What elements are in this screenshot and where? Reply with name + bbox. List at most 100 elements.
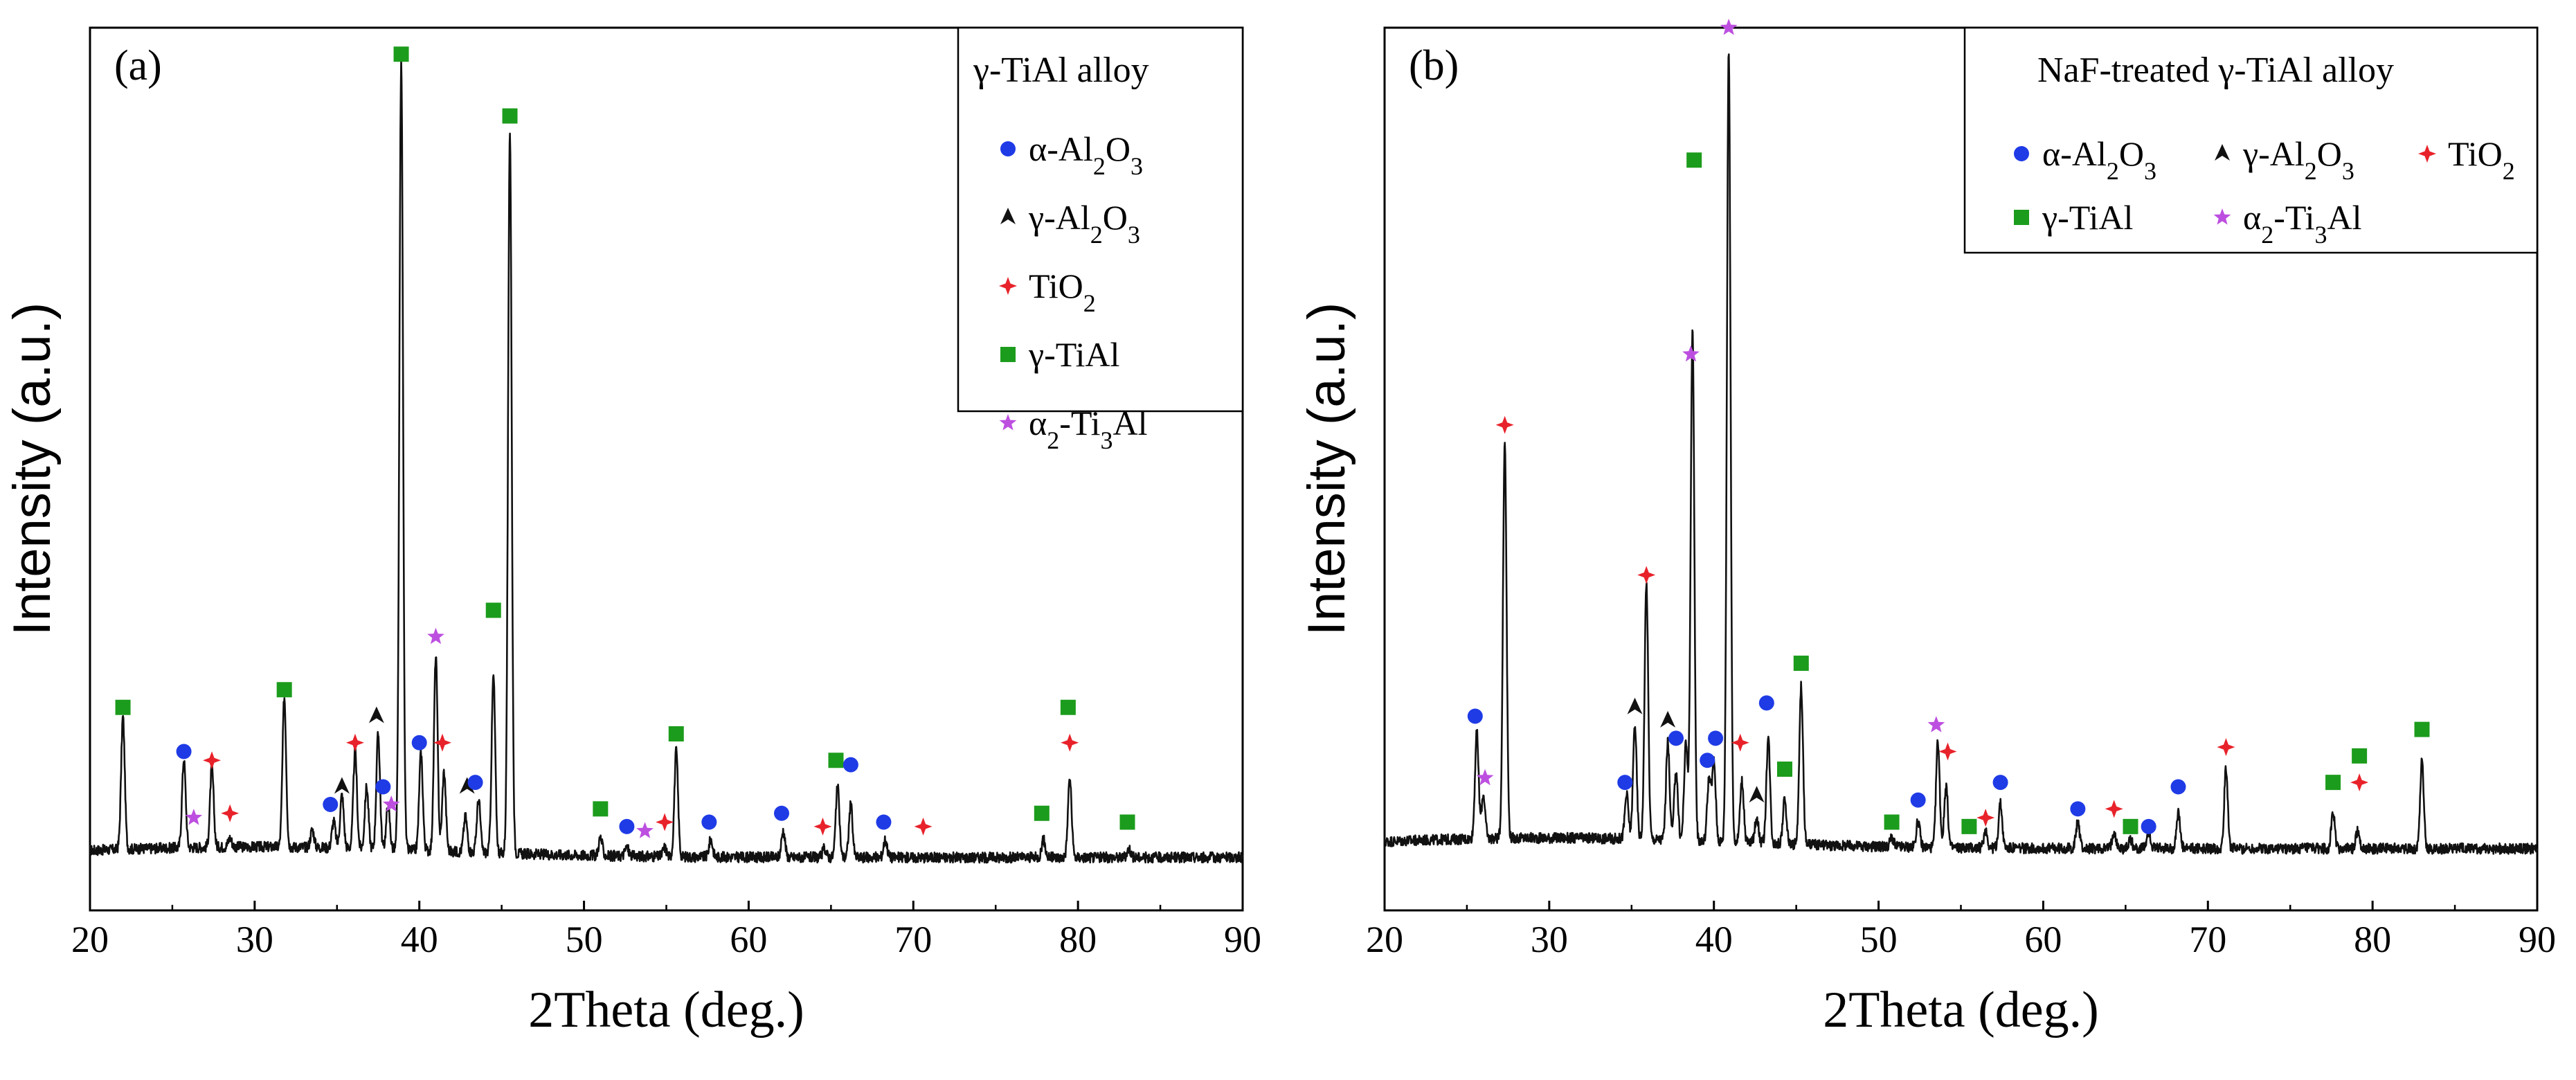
x-tick-label: 80 <box>1059 919 1097 960</box>
peak-marker-circle <box>1467 708 1483 724</box>
x-axis-label: 2Theta (deg.) <box>528 982 804 1038</box>
legend-label: α2-Ti3Al <box>2243 198 2362 249</box>
peak-marker-star <box>636 822 654 838</box>
peak-marker-circle <box>2170 779 2186 795</box>
legend-caret-icon <box>1000 208 1016 224</box>
legend-label: TiO2 <box>1029 267 1096 317</box>
peak-marker-star <box>382 795 400 812</box>
peak-marker-caret <box>368 706 384 723</box>
peak-marker-circle <box>843 757 858 773</box>
x-tick-label: 30 <box>1531 919 1568 960</box>
legend-sparkle-icon <box>2418 145 2436 163</box>
peak-marker-circle <box>1708 730 1724 746</box>
x-tick-label: 50 <box>1860 919 1898 960</box>
peak-marker-sparkle <box>2105 800 2123 818</box>
peak-marker-sparkle <box>2217 738 2235 757</box>
legend-label: γ-Al2O3 <box>1028 198 1140 249</box>
peak-marker-sparkle <box>2350 773 2369 792</box>
panel-a: 20 30 40 50 60 70 80 90 2Theta (deg.) Intensity (… <box>3 26 1261 1038</box>
legend-star-icon <box>2213 208 2231 225</box>
legend-title: γ-TiAl alloy <box>973 51 1149 90</box>
peak-marker-square <box>1961 818 1977 834</box>
peak-marker-caret <box>1749 786 1765 803</box>
x-tick-label: 80 <box>2354 919 2391 960</box>
peak-marker-sparkle <box>1731 733 1749 752</box>
peak-marker-caret <box>1627 697 1643 714</box>
legend-label: α2-Ti3Al <box>1029 404 1148 454</box>
peak-marker-square <box>593 801 609 817</box>
legend-circle-icon <box>1000 141 1016 156</box>
peak-marker-square <box>668 726 684 741</box>
peak-marker-sparkle <box>914 817 933 836</box>
peak-marker-circle <box>1668 730 1684 746</box>
x-tick-label: 90 <box>1224 919 1261 960</box>
peak-marker-star <box>1476 768 1494 786</box>
peak-marker-sparkle <box>221 804 240 822</box>
peak-marker-circle <box>876 814 892 830</box>
peak-marker-sparkle <box>656 813 674 831</box>
peak-marker-square <box>276 682 292 698</box>
peak-marker-sparkle <box>1061 733 1079 752</box>
peak-marker-square <box>1793 656 1809 671</box>
peak-marker-square <box>115 699 131 715</box>
peak-marker-square <box>1034 805 1050 821</box>
legend-square-icon <box>1000 347 1016 362</box>
peak-marker-sparkle <box>1495 415 1514 434</box>
peak-marker-circle <box>375 779 391 795</box>
legend-label: γ-Al2O3 <box>2242 134 2354 185</box>
peak-marker-circle <box>1758 695 1774 711</box>
y-axis-label: Intensity (a.u.) <box>3 303 62 636</box>
peak-marker-circle <box>1700 753 1715 768</box>
legend-label: γ-TiAl <box>2042 198 2133 237</box>
peak-marker-sparkle <box>433 733 452 752</box>
x-tick-label: 70 <box>894 919 932 960</box>
peak-marker-sparkle <box>1938 742 1957 761</box>
peak-marker-circle <box>411 735 427 750</box>
legend: γ-TiAl alloy α-Al2O3 γ-Al2O3 TiO2 γ-TiAl α2-T… <box>957 26 1244 454</box>
peak-marker-sparkle <box>1976 809 1995 827</box>
peak-marker-circle <box>1910 792 1926 808</box>
peak-marker-circle <box>2141 818 2156 834</box>
peak-marker-star <box>1927 716 1945 732</box>
legend-label: γ-TiAl <box>1028 335 1119 374</box>
x-tick-label: 60 <box>2024 919 2062 960</box>
legend-caret-icon <box>2215 144 2230 161</box>
x-axis-label: 2Theta (deg.) <box>1823 982 2099 1038</box>
peak-marker-sparkle <box>203 751 222 770</box>
peak-marker-sparkle <box>1637 566 1656 584</box>
x-tick-label: 50 <box>566 919 603 960</box>
xrd-trace <box>1383 53 2539 855</box>
legend-label: α-Al2O3 <box>1029 129 1143 180</box>
peak-marker-star <box>185 809 203 825</box>
x-tick-label: 70 <box>2189 919 2226 960</box>
peak-marker-circle <box>774 805 789 821</box>
x-tick-label: 20 <box>1366 919 1403 960</box>
legend-star-icon <box>999 414 1017 431</box>
peak-marker-caret <box>459 777 475 794</box>
x-tick-label: 40 <box>1695 919 1733 960</box>
peak-marker-caret <box>1660 710 1676 728</box>
peak-marker-square <box>1686 152 1702 168</box>
peak-marker-sparkle <box>345 733 364 752</box>
legend-title: NaF-treated γ-TiAl alloy <box>2037 51 2394 90</box>
xrd-trace <box>89 58 1244 864</box>
panel-label: (a) <box>114 42 162 89</box>
peak-marker-square <box>2414 721 2430 737</box>
legend-label: α-Al2O3 <box>2042 134 2156 185</box>
peak-marker-star <box>1682 345 1700 362</box>
x-tick-label: 20 <box>71 919 109 960</box>
legend-sparkle-icon <box>999 277 1017 295</box>
peak-marker-star <box>427 627 444 645</box>
peak-marker-square <box>502 108 518 124</box>
x-tick-label: 90 <box>2519 919 2556 960</box>
peak-marker-circle <box>1617 775 1633 791</box>
legend-label: TiO2 <box>2448 134 2515 185</box>
peak-marker-sparkle <box>813 817 832 836</box>
peak-marker-square <box>393 46 409 62</box>
peak-marker-star <box>1720 19 1738 35</box>
panel-b: 20 30 40 50 60 70 80 90 2Theta (deg.) Intensity (… <box>1297 19 2556 1038</box>
legend-box <box>1963 26 2539 254</box>
legend: NaF-treated γ-TiAl alloy α-Al2O3 γ-Al2O3 Ti… <box>1963 26 2539 254</box>
peak-marker-circle <box>619 818 635 834</box>
x-tick-label: 60 <box>730 919 767 960</box>
